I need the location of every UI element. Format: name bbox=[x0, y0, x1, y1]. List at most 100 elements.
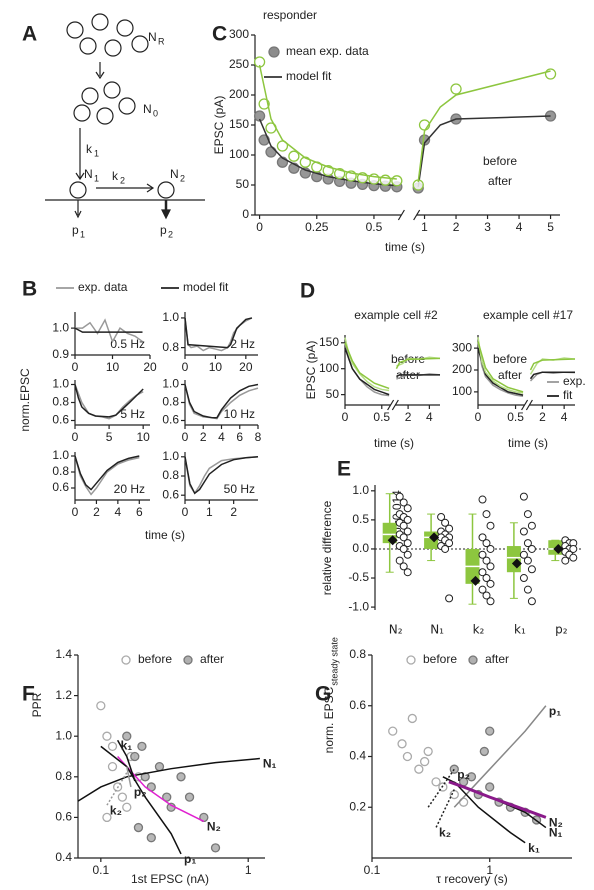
data-point bbox=[395, 556, 404, 565]
panel-label: B bbox=[22, 278, 37, 301]
y-tick-label: 1.0 bbox=[162, 377, 179, 391]
arrow-head bbox=[75, 172, 85, 181]
data-point bbox=[253, 110, 266, 122]
legend-label: exp. data bbox=[78, 280, 128, 294]
data-point bbox=[523, 585, 532, 594]
series-line bbox=[75, 318, 143, 344]
axis-break bbox=[397, 209, 405, 221]
chart-title: example cell #17 bbox=[483, 308, 573, 322]
series-line bbox=[184, 383, 259, 419]
rate-label-sub: 2 bbox=[120, 175, 125, 185]
y-tick-label: 0.8 bbox=[162, 340, 179, 354]
mean-marker bbox=[387, 535, 398, 546]
data-point bbox=[544, 68, 557, 80]
mean-marker bbox=[511, 558, 522, 569]
y-tick-label: 300 bbox=[229, 27, 249, 41]
annotation: after bbox=[488, 174, 512, 188]
x-tick-label: 1 bbox=[421, 220, 428, 234]
data-point bbox=[102, 731, 112, 741]
data-point bbox=[403, 504, 412, 513]
curve-label: p₂ bbox=[134, 785, 147, 799]
series-line bbox=[448, 780, 547, 819]
annotation: before bbox=[493, 352, 527, 366]
axis-break bbox=[525, 399, 533, 411]
data-point bbox=[445, 594, 454, 603]
site-label-sub: 2 bbox=[180, 173, 185, 183]
y-tick-label: 100 bbox=[229, 147, 249, 161]
data-point bbox=[482, 539, 491, 548]
pool-label: N bbox=[143, 102, 152, 116]
series-line bbox=[74, 327, 143, 333]
legend-label: after bbox=[200, 652, 224, 666]
data-point bbox=[466, 772, 477, 782]
vesicle bbox=[116, 19, 134, 37]
vesicle bbox=[91, 13, 109, 31]
curve-label: p₂ bbox=[457, 767, 470, 781]
y-tick-label: 1.0 bbox=[52, 320, 69, 334]
data-point bbox=[445, 539, 454, 548]
legend-marker bbox=[121, 655, 131, 665]
x-tick-label: 2 bbox=[539, 410, 546, 424]
y-tick-label: 0.8 bbox=[162, 395, 179, 409]
data-point bbox=[519, 527, 528, 536]
x-tick-label: 4 bbox=[516, 220, 523, 234]
x-tick-label: 4 bbox=[561, 410, 568, 424]
series-line bbox=[184, 317, 253, 349]
panel-label: C bbox=[212, 23, 227, 46]
y-tick-label: 0.8 bbox=[52, 464, 69, 478]
series-line bbox=[344, 342, 441, 397]
x-tick-label: 0.1 bbox=[92, 863, 109, 877]
data-point bbox=[527, 565, 536, 574]
y-tick-label: 0.6 bbox=[349, 698, 366, 712]
annotation: after bbox=[498, 368, 522, 382]
legend-marker bbox=[468, 655, 478, 665]
curve-label: k₁ bbox=[121, 738, 133, 752]
legend-marker bbox=[268, 46, 280, 58]
data-point bbox=[486, 579, 495, 588]
panel-label: G bbox=[315, 683, 331, 706]
data-point bbox=[569, 553, 578, 562]
mean-marker bbox=[470, 575, 481, 586]
chart-title: example cell #2 bbox=[354, 308, 438, 322]
data-point bbox=[450, 83, 462, 95]
annotation: 2 Hz bbox=[230, 337, 255, 351]
data-point bbox=[523, 510, 532, 519]
arrow-head bbox=[161, 209, 171, 220]
vesicle bbox=[103, 81, 121, 99]
data-point bbox=[478, 533, 487, 542]
y-tick-label: 1.4 bbox=[55, 647, 72, 661]
x-tick-label: 20 bbox=[143, 360, 157, 374]
data-point bbox=[210, 843, 221, 853]
data-point bbox=[403, 568, 412, 577]
y-axis-label: norm.EPSC bbox=[18, 368, 32, 432]
data-point bbox=[122, 731, 132, 741]
x-tick-label: 4 bbox=[426, 410, 433, 424]
y-axis-label: EPSC (pA) bbox=[212, 96, 226, 155]
vesicle bbox=[79, 37, 97, 55]
curve-label: N₂ bbox=[207, 820, 221, 834]
y-tick-label: 0.8 bbox=[55, 769, 72, 783]
chart-title: responder bbox=[263, 8, 317, 22]
curve-label: N₁ bbox=[263, 757, 277, 771]
data-point bbox=[445, 524, 454, 533]
data-point bbox=[102, 812, 112, 823]
x-tick-label: 5 bbox=[106, 430, 113, 444]
data-point bbox=[402, 751, 413, 762]
x-tick-label: 0.1 bbox=[364, 863, 381, 877]
data-point bbox=[184, 792, 195, 802]
series-line bbox=[77, 757, 260, 802]
arrow-head bbox=[74, 210, 82, 219]
site-label: N bbox=[170, 167, 179, 181]
data-point bbox=[419, 756, 430, 767]
data-point bbox=[441, 518, 450, 527]
data-point bbox=[414, 764, 424, 774]
data-point bbox=[407, 713, 417, 724]
y-tick-label: 0.8 bbox=[349, 647, 366, 661]
x-tick-label: 1 bbox=[486, 863, 493, 877]
data-point bbox=[482, 510, 491, 519]
data-point bbox=[437, 512, 446, 521]
data-point bbox=[388, 726, 398, 736]
data-point bbox=[117, 792, 128, 802]
y-tick-label: 1.0 bbox=[162, 310, 179, 324]
data-point bbox=[403, 539, 412, 548]
